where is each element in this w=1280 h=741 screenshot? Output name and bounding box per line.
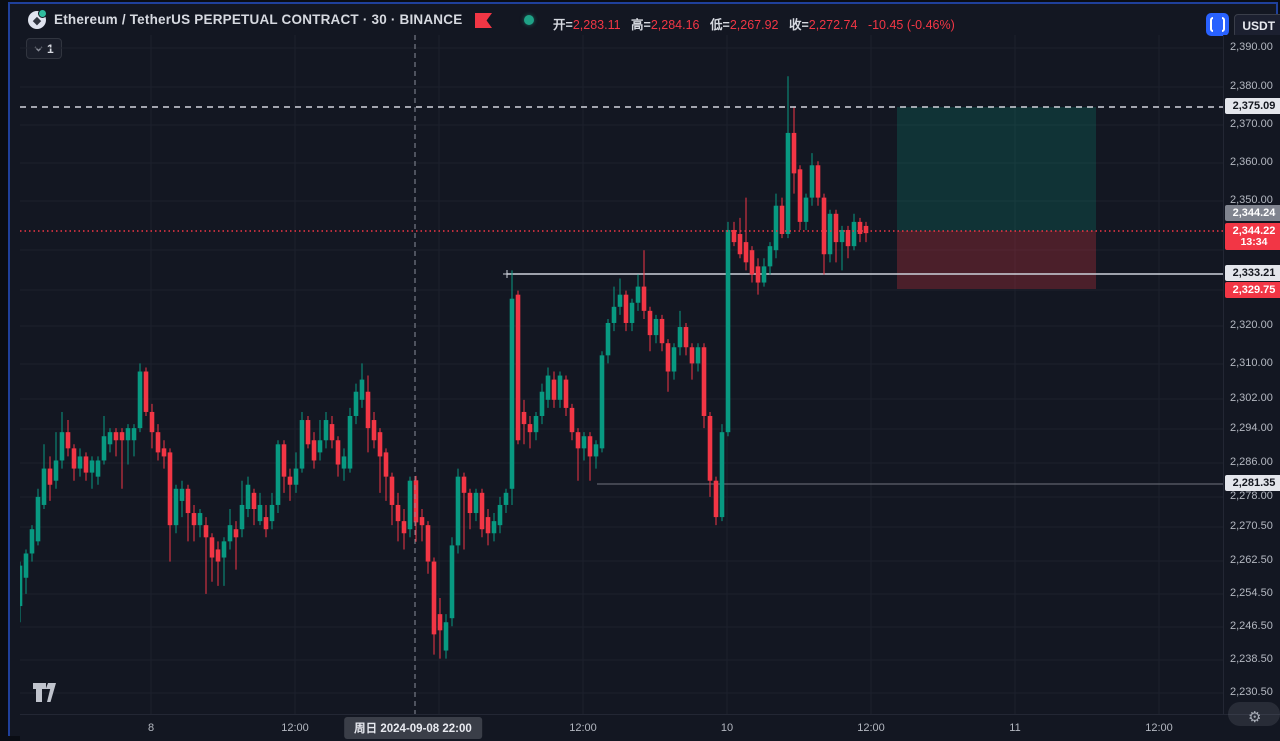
time-axis[interactable]: 8 12:00 12:00 10 12:00 11 12:00 周日 2024-09-08 2… <box>20 714 1280 741</box>
price-tick: 2,380.00 <box>1230 80 1273 92</box>
price-label: 2,333.21 <box>1225 265 1280 281</box>
toast-pill <box>1228 702 1280 726</box>
low-value: 2,267.92 <box>729 18 779 32</box>
app-frame: ◆ Ethereum / TetherUS PERPETUAL CONTRACT… <box>8 2 1280 741</box>
price-tick: 2,370.00 <box>1230 118 1273 130</box>
tradingview-logo[interactable] <box>32 682 62 704</box>
open-value: 2,283.11 <box>572 18 621 32</box>
axis-border <box>1223 35 1224 714</box>
price-tick: 2,350.00 <box>1230 194 1273 206</box>
time-tick: 11 <box>1009 722 1021 734</box>
price-tick: 2,302.00 <box>1230 392 1273 404</box>
chart-canvas[interactable] <box>20 35 1223 714</box>
time-tick: 12:00 <box>857 722 885 734</box>
close-value: 2,272.74 <box>808 18 858 32</box>
time-tick: 8 <box>147 722 155 734</box>
flag-icon[interactable] <box>475 13 492 28</box>
currency-label: USDT <box>1242 19 1276 33</box>
chart-header: ◆ Ethereum / TetherUS PERPETUAL CONTRACT… <box>20 7 1280 38</box>
price-tick: 2,278.00 <box>1230 490 1273 502</box>
open-label: 开= <box>553 18 573 32</box>
price-label: 2,344.24 <box>1225 205 1280 221</box>
price-tick: 2,360.00 <box>1230 156 1273 168</box>
price-tick: 2,320.00 <box>1230 319 1273 331</box>
price-label: 2,329.75 <box>1225 282 1280 298</box>
price-tick: 2,238.50 <box>1230 653 1273 665</box>
high-value: 2,284.16 <box>650 18 700 32</box>
price-label: 2,281.35 <box>1225 475 1280 491</box>
price-tick: 2,254.50 <box>1230 587 1273 599</box>
price-label: 2,344.22 13:34 <box>1225 223 1280 250</box>
high-label: 高= <box>631 18 651 32</box>
price-tick: 2,286.00 <box>1230 456 1273 468</box>
change-value: -10.45 (-0.46%) <box>867 18 955 32</box>
market-status-icon[interactable] <box>524 15 534 25</box>
time-tick: 12:00 <box>281 722 309 734</box>
symbol-title[interactable]: Ethereum / TetherUS PERPETUAL CONTRACT ·… <box>54 12 463 27</box>
price-tick: 2,262.50 <box>1230 554 1273 566</box>
time-tick: 12:00 <box>569 722 597 734</box>
crosshair-date-label: 周日 2024-09-08 22:00 <box>344 717 482 739</box>
price-tick: 2,294.00 <box>1230 422 1273 434</box>
status-dot-small <box>38 9 47 18</box>
price-tick: 2,390.00 <box>1230 41 1273 53</box>
ethereum-icon: ◆ <box>28 9 47 29</box>
low-label: 低= <box>710 18 730 32</box>
time-tick: 10 <box>720 722 734 734</box>
time-tick: 12:00 <box>1145 722 1173 734</box>
close-label: 收= <box>788 18 809 32</box>
price-tick: 2,246.50 <box>1230 620 1273 632</box>
gear-icon[interactable]: ⚙ <box>1248 709 1262 726</box>
price-tick: 2,310.00 <box>1230 357 1273 369</box>
price-tick: 2,230.50 <box>1230 686 1273 698</box>
camera-frame-icon <box>1210 17 1225 32</box>
price-tick: 2,270.50 <box>1230 520 1273 532</box>
price-label: 2,375.09 <box>1225 98 1280 114</box>
ohlc-legend: 开=2,283.11 高=2,284.16 低=2,267.92 收=2,272… <box>553 14 955 33</box>
price-axis[interactable]: 2,390.00 2,380.00 2,370.00 2,360.00 2,350.00… <box>1223 35 1280 714</box>
currency-dropdown[interactable]: USDT ▾ <box>1234 14 1280 38</box>
axis-settings[interactable]: ⚙ <box>1226 702 1280 732</box>
screenshot-button[interactable] <box>1206 13 1229 36</box>
